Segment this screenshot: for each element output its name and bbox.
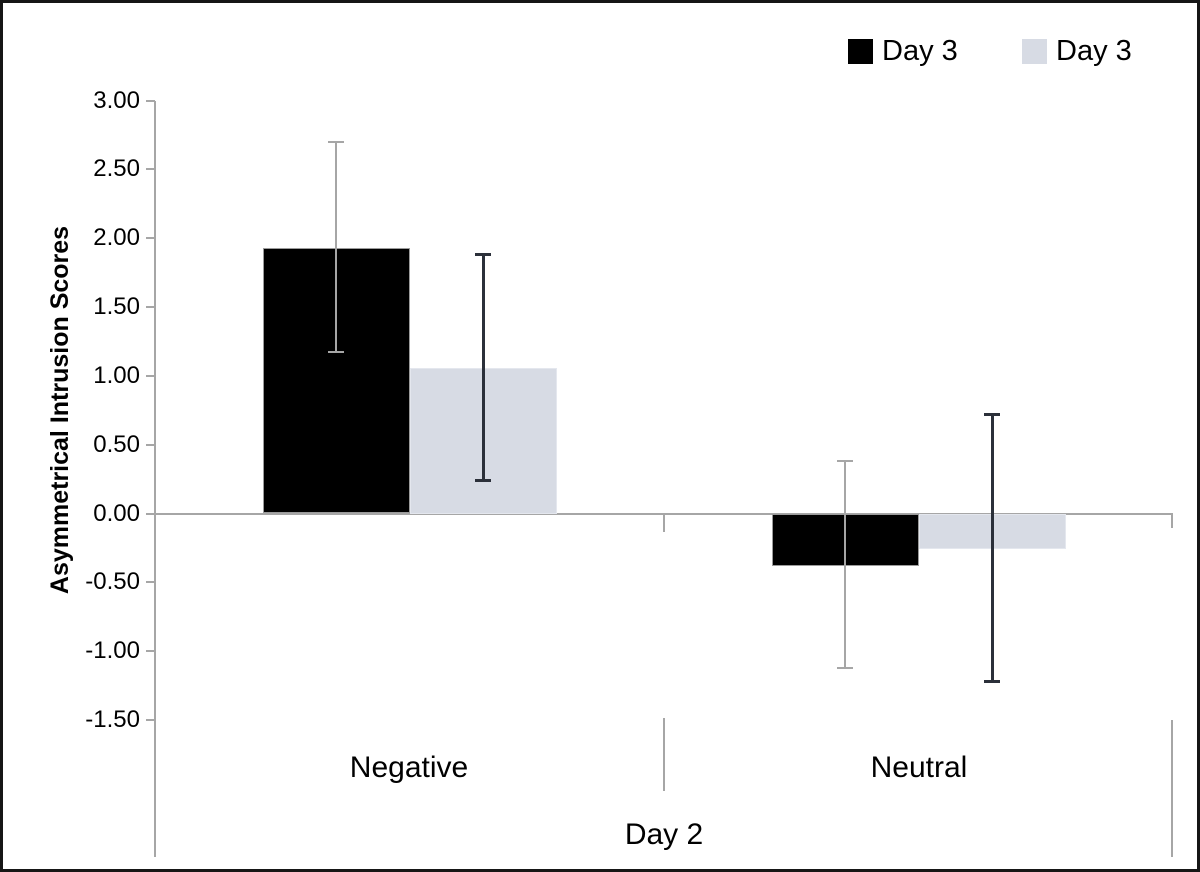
y-tick-label: 0.50 (93, 430, 140, 458)
y-axis-tick (146, 650, 155, 653)
y-axis-tick (146, 581, 155, 584)
legend-item-day3-black: Day 3 (848, 35, 958, 67)
y-tick-label: 1.00 (93, 361, 140, 389)
category-label-negative: Negative (349, 751, 469, 784)
error-bar-negative-series1-cap-top (328, 140, 344, 143)
category-label-neutral: Neutral (870, 751, 968, 784)
error-bar-neutral-series2-cap-bottom (984, 679, 1000, 683)
error-bar-neutral-series1-cap-top (837, 460, 853, 463)
legend-swatch-gray-square (1022, 38, 1047, 64)
plot-area: 3.00 2.50 2.00 1.50 1.00 0.50 0.00 -0.50 -1.00 -1… (3, 3, 1197, 869)
x-axis-group-label: Day 2 (624, 818, 704, 851)
y-tick-label: -0.50 (85, 568, 140, 596)
legend-swatch-black-square (848, 38, 873, 64)
error-bar-neutral-series1-cap-bottom (837, 666, 853, 669)
y-axis-tick (146, 237, 155, 240)
category-separator-mid (663, 718, 665, 791)
legend-item-day3-gray: Day 3 (1022, 35, 1132, 67)
y-tick-label: 2.50 (93, 155, 140, 183)
error-bar-negative-series1-line (335, 141, 337, 353)
error-bar-negative-series2-cap-top (475, 253, 491, 257)
y-axis-tick (146, 306, 155, 308)
y-axis-tick (146, 443, 155, 446)
category-separator-right (1171, 720, 1173, 857)
y-axis-tick (146, 168, 155, 171)
y-tick-label: 1.50 (93, 293, 140, 320)
category-tick-mid (663, 513, 665, 532)
y-axis-tick (146, 374, 155, 377)
y-tick-label: -1.50 (85, 706, 140, 733)
y-tick-label: 2.00 (93, 224, 140, 252)
y-tick-label: 3.00 (93, 86, 140, 114)
error-bar-neutral-series2-cap-top (984, 412, 1000, 416)
y-axis-tick (146, 99, 155, 102)
legend-label: Day 3 (1056, 35, 1132, 67)
y-tick-label: -1.00 (85, 637, 140, 665)
error-bar-neutral-series2-line (990, 414, 994, 682)
error-bar-neutral-series1-line (844, 461, 846, 668)
legend-label: Day 3 (882, 35, 958, 67)
error-bar-negative-series2-cap-bottom (475, 478, 491, 482)
y-tick-label: 0.00 (93, 499, 140, 527)
y-axis-tick (146, 512, 155, 515)
y-axis-line (154, 100, 156, 857)
category-tick-right (1171, 513, 1173, 528)
y-axis-tick (146, 719, 155, 721)
error-bar-negative-series2-line (481, 254, 485, 481)
error-bar-negative-series1-cap-bottom (328, 351, 344, 354)
